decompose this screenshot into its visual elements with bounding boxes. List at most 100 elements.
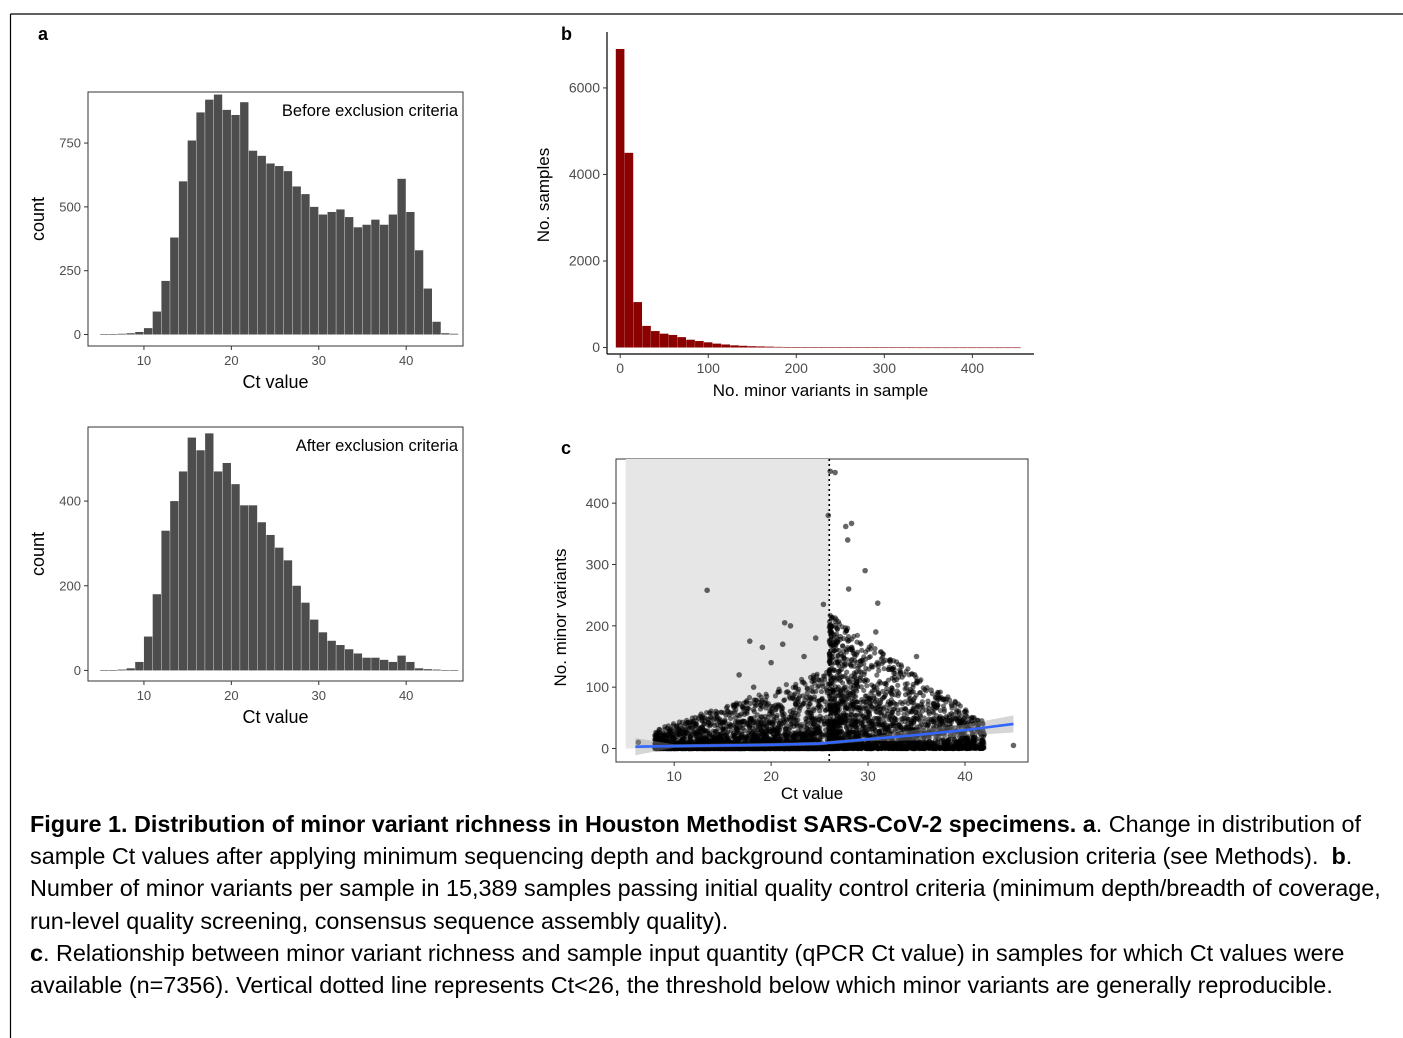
data-point <box>840 643 846 649</box>
data-point <box>887 730 893 736</box>
data-point <box>866 713 873 719</box>
histogram-bar <box>809 347 819 348</box>
data-point <box>793 721 800 727</box>
data-point <box>734 719 741 725</box>
data-point <box>782 726 788 732</box>
data-point <box>845 645 851 651</box>
data-point <box>674 723 680 729</box>
data-point <box>700 732 707 739</box>
data-point <box>714 721 720 728</box>
histogram-bar <box>292 585 301 671</box>
histogram-bar <box>686 339 695 348</box>
data-point <box>956 723 962 730</box>
data-point <box>826 728 832 735</box>
data-point <box>856 663 862 669</box>
data-point <box>885 699 892 705</box>
x-tick-label: 0 <box>616 360 624 376</box>
data-point <box>687 734 693 740</box>
histogram-bar <box>449 669 459 671</box>
data-point <box>872 727 878 733</box>
data-point <box>901 711 907 717</box>
histogram-bar <box>677 337 687 348</box>
data-point <box>967 720 973 727</box>
data-point <box>798 676 805 682</box>
data-point <box>814 698 821 704</box>
data-point <box>875 689 881 696</box>
histogram-bar <box>959 347 968 349</box>
data-point <box>834 732 841 738</box>
histogram-bar <box>362 657 371 671</box>
data-point <box>810 717 816 723</box>
data-point <box>864 683 870 689</box>
histogram-bar <box>406 211 415 335</box>
data-point <box>891 723 897 729</box>
data-point <box>701 721 707 727</box>
histogram-bar <box>257 155 266 335</box>
data-point <box>915 703 921 709</box>
histogram-bar <box>879 347 889 349</box>
histogram-bar <box>196 112 205 335</box>
histogram-bar <box>248 505 258 671</box>
data-point <box>740 722 746 728</box>
data-point <box>719 709 725 715</box>
panel-label-a: a <box>38 24 49 44</box>
data-point <box>746 694 753 701</box>
data-point <box>858 669 864 675</box>
data-point <box>941 706 947 712</box>
data-point <box>745 739 751 745</box>
histogram-bar <box>642 325 651 348</box>
data-point <box>879 732 885 738</box>
data-point <box>954 709 960 715</box>
data-point <box>835 659 841 665</box>
data-point <box>866 721 872 727</box>
histogram-bar <box>283 171 293 335</box>
x-tick-label: 40 <box>399 353 413 368</box>
panel-label-c: c <box>561 438 571 458</box>
data-point <box>907 695 913 702</box>
data-point <box>980 733 987 740</box>
data-point <box>700 725 706 732</box>
histogram-bar <box>327 640 336 671</box>
histogram-bar <box>152 594 162 671</box>
data-point <box>787 731 793 738</box>
data-point <box>829 615 835 622</box>
histogram-bar <box>406 661 415 671</box>
data-point <box>954 718 960 724</box>
histogram-bar <box>888 347 898 349</box>
data-point <box>774 745 781 751</box>
data-point <box>899 664 905 670</box>
data-point <box>879 743 885 749</box>
data-point <box>933 745 939 752</box>
y-tick-label: 0 <box>74 663 81 678</box>
data-point <box>854 743 861 749</box>
data-point <box>700 713 706 719</box>
data-point <box>964 713 970 719</box>
data-point <box>705 730 711 736</box>
data-point <box>786 745 792 752</box>
data-point <box>696 745 702 752</box>
data-point <box>939 718 945 724</box>
histogram-bar <box>765 346 775 348</box>
data-point <box>878 700 884 706</box>
data-point <box>889 675 895 681</box>
histogram-bar <box>344 217 354 335</box>
data-point <box>781 697 787 704</box>
data-point <box>899 674 905 680</box>
data-point <box>795 745 802 752</box>
y-tick-label: 4000 <box>569 166 600 182</box>
data-point <box>662 726 668 733</box>
data-point <box>858 711 864 717</box>
data-point <box>926 709 932 715</box>
data-point <box>905 728 911 734</box>
data-point <box>934 739 941 745</box>
data-point <box>946 714 953 720</box>
data-point <box>817 716 823 723</box>
data-point <box>853 681 859 687</box>
data-point <box>838 674 844 680</box>
histogram-bar <box>143 636 153 671</box>
data-point <box>826 693 832 699</box>
histogram-bar <box>756 346 766 348</box>
data-point <box>897 699 904 705</box>
